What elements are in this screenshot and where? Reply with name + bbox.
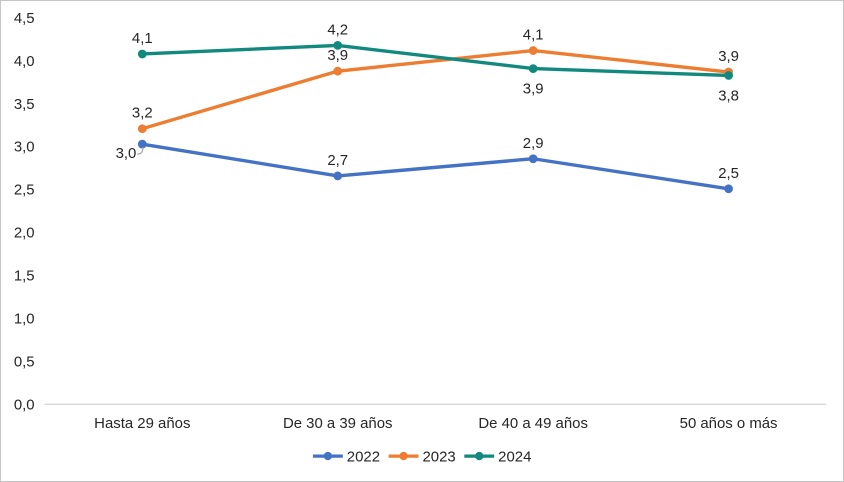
x-axis-category-label: 50 años o más — [680, 415, 778, 432]
y-axis-tick-label: 2,0 — [14, 225, 35, 242]
data-label: 4,2 — [327, 21, 348, 38]
series-line-2024 — [140, 43, 731, 78]
series-line-2023 — [140, 48, 731, 131]
y-axis-tick-label: 0,5 — [14, 353, 35, 370]
x-axis-category-label: Hasta 29 años — [94, 415, 190, 432]
data-label: 3,9 — [718, 48, 739, 65]
y-axis-tick-label: 0,0 — [14, 396, 35, 413]
legend-marker-dot — [399, 451, 408, 461]
legend-item-label: 2022 — [347, 449, 380, 466]
data-label: 3,9 — [523, 80, 544, 97]
y-axis-tick-label: 2,5 — [14, 182, 35, 199]
legend-marker-dot — [475, 451, 484, 461]
series-line-2022 — [140, 142, 731, 191]
data-point-2024 — [528, 64, 538, 73]
data-label: 2,7 — [327, 152, 348, 169]
x-axis-category-label: De 30 a 39 años — [283, 415, 393, 432]
y-axis-tick-label: 1,0 — [14, 310, 35, 327]
data-label: 4,1 — [132, 30, 153, 47]
data-label: 3,0 — [116, 145, 137, 162]
legend-marker-dot — [323, 451, 333, 461]
data-label-leader-line — [137, 147, 144, 155]
y-axis-tick-label: 1,5 — [14, 268, 35, 285]
data-point-2023 — [137, 124, 147, 134]
data-point-2022 — [724, 184, 733, 194]
data-label: 3,8 — [718, 87, 739, 104]
data-point-2024 — [724, 71, 733, 80]
y-axis-tick-label: 4,5 — [14, 10, 35, 27]
y-axis-tick-label: 4,0 — [14, 53, 35, 70]
data-point-2024 — [137, 49, 147, 59]
data-point-2024 — [333, 41, 343, 50]
data-label: 2,9 — [523, 135, 544, 152]
data-label: 3,2 — [132, 105, 153, 122]
data-label: 3,9 — [327, 47, 348, 64]
data-point-2022 — [333, 171, 343, 181]
data-point-2022 — [528, 154, 538, 164]
legend-item-label: 2024 — [498, 449, 531, 466]
y-axis-tick-label: 3,0 — [14, 139, 35, 156]
x-axis-category-label: De 40 a 49 años — [478, 415, 588, 432]
data-label: 4,1 — [523, 27, 544, 44]
y-axis-tick-label: 3,5 — [14, 96, 35, 113]
data-point-2022 — [137, 139, 147, 149]
data-point-2023 — [528, 46, 538, 55]
data-point-2023 — [333, 66, 343, 76]
legend-item-label: 2023 — [422, 449, 455, 466]
data-label: 2,5 — [718, 165, 739, 182]
